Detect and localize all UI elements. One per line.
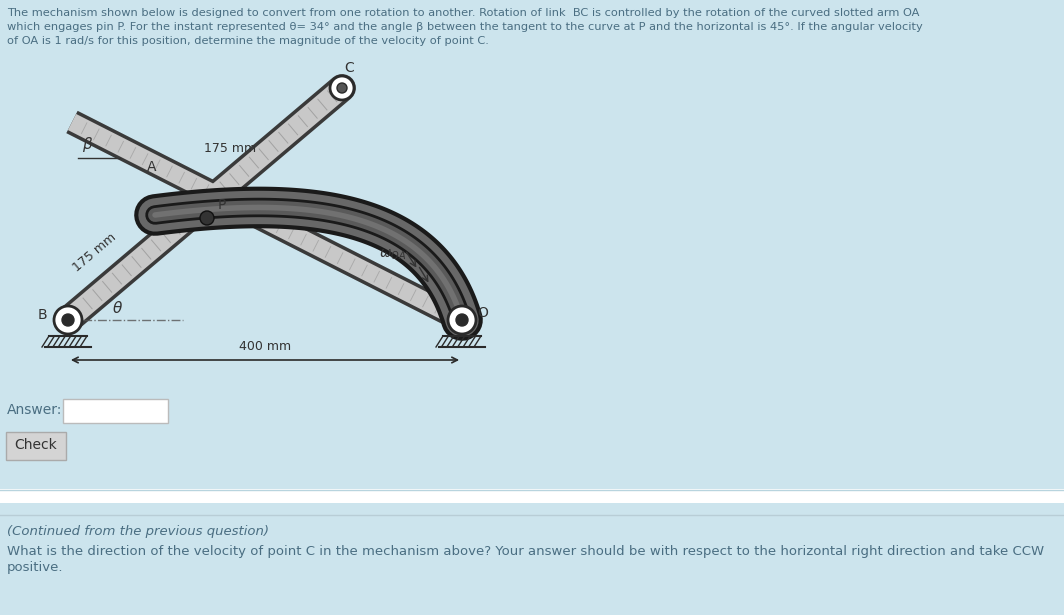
Text: C: C <box>344 61 354 75</box>
Circle shape <box>54 306 82 334</box>
Text: Answer:: Answer: <box>7 403 63 417</box>
FancyBboxPatch shape <box>63 399 168 423</box>
Circle shape <box>337 83 347 93</box>
Text: positive.: positive. <box>7 561 64 574</box>
Text: $\beta$: $\beta$ <box>82 135 94 154</box>
Text: The mechanism shown below is designed to convert from one rotation to another. R: The mechanism shown below is designed to… <box>7 8 919 18</box>
Text: $\omega_{OA}$: $\omega_{OA}$ <box>380 248 406 262</box>
Circle shape <box>448 306 476 334</box>
Text: B: B <box>37 308 47 322</box>
Text: which engages pin P. For the instant represented θ= 34° and the angle β between : which engages pin P. For the instant rep… <box>7 22 922 32</box>
Text: $\theta$: $\theta$ <box>113 300 123 316</box>
Text: (Continued from the previous question): (Continued from the previous question) <box>7 525 269 538</box>
Circle shape <box>456 314 468 326</box>
Text: What is the direction of the velocity of point C in the mechanism above? Your an: What is the direction of the velocity of… <box>7 545 1044 558</box>
Text: of OA is 1 rad/s for this position, determine the magnitude of the velocity of p: of OA is 1 rad/s for this position, dete… <box>7 36 488 46</box>
Text: 175 mm: 175 mm <box>71 230 119 274</box>
FancyBboxPatch shape <box>6 432 66 460</box>
Text: 175 mm: 175 mm <box>204 141 256 154</box>
Text: O: O <box>478 306 488 320</box>
Circle shape <box>330 76 354 100</box>
Circle shape <box>62 314 74 326</box>
FancyBboxPatch shape <box>0 489 1064 503</box>
Text: P: P <box>218 198 227 212</box>
Text: Check: Check <box>15 438 57 452</box>
Circle shape <box>200 211 214 225</box>
Text: A: A <box>147 160 156 174</box>
FancyBboxPatch shape <box>0 515 1064 615</box>
Text: 400 mm: 400 mm <box>239 340 292 353</box>
